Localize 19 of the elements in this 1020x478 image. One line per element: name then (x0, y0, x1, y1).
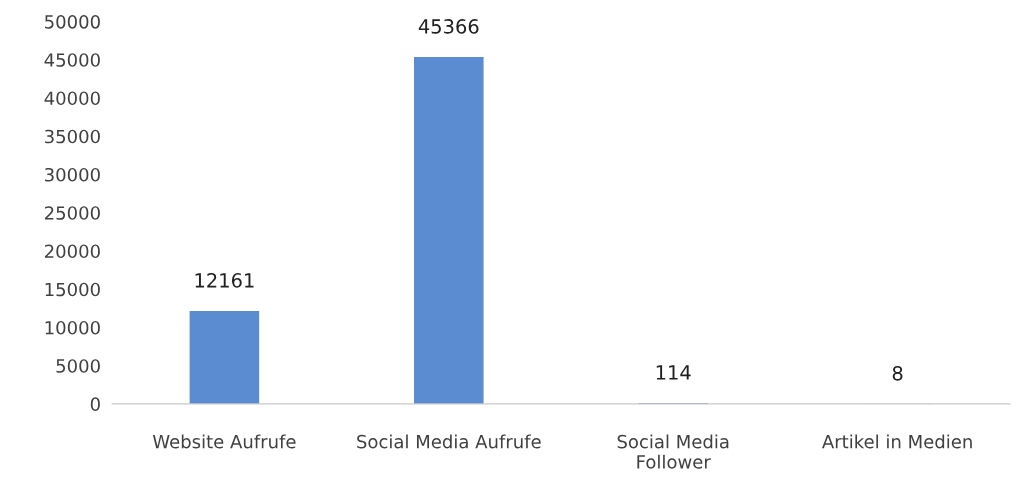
y-tick-label: 10000 (45, 320, 100, 335)
x-tick-label: Social Media Aufrufe (357, 434, 541, 449)
x-tick-label: Website Aufrufe (152, 434, 296, 449)
y-tick-label: 50000 (45, 14, 100, 29)
x-tick-label: Artikel in Medien (822, 434, 972, 449)
y-tick-label: 15000 (45, 282, 100, 297)
x-tick-label: Social Media Follower (617, 434, 729, 469)
data-label: 8 (892, 365, 903, 381)
y-tick-label: 0 (90, 397, 100, 412)
y-tick-label: 35000 (45, 129, 100, 144)
y-tick-label: 5000 (56, 359, 100, 373)
y-tick-label: 20000 (44, 244, 100, 259)
y-tick-label: 40000 (44, 91, 100, 106)
y-tick-label: 45000 (44, 53, 100, 67)
data-label: 12161 (195, 272, 254, 288)
data-label: 114 (656, 365, 691, 380)
data-label: 45366 (418, 19, 479, 34)
y-tick-label: 25000 (44, 206, 100, 220)
y-tick-label: 30000 (45, 167, 100, 182)
